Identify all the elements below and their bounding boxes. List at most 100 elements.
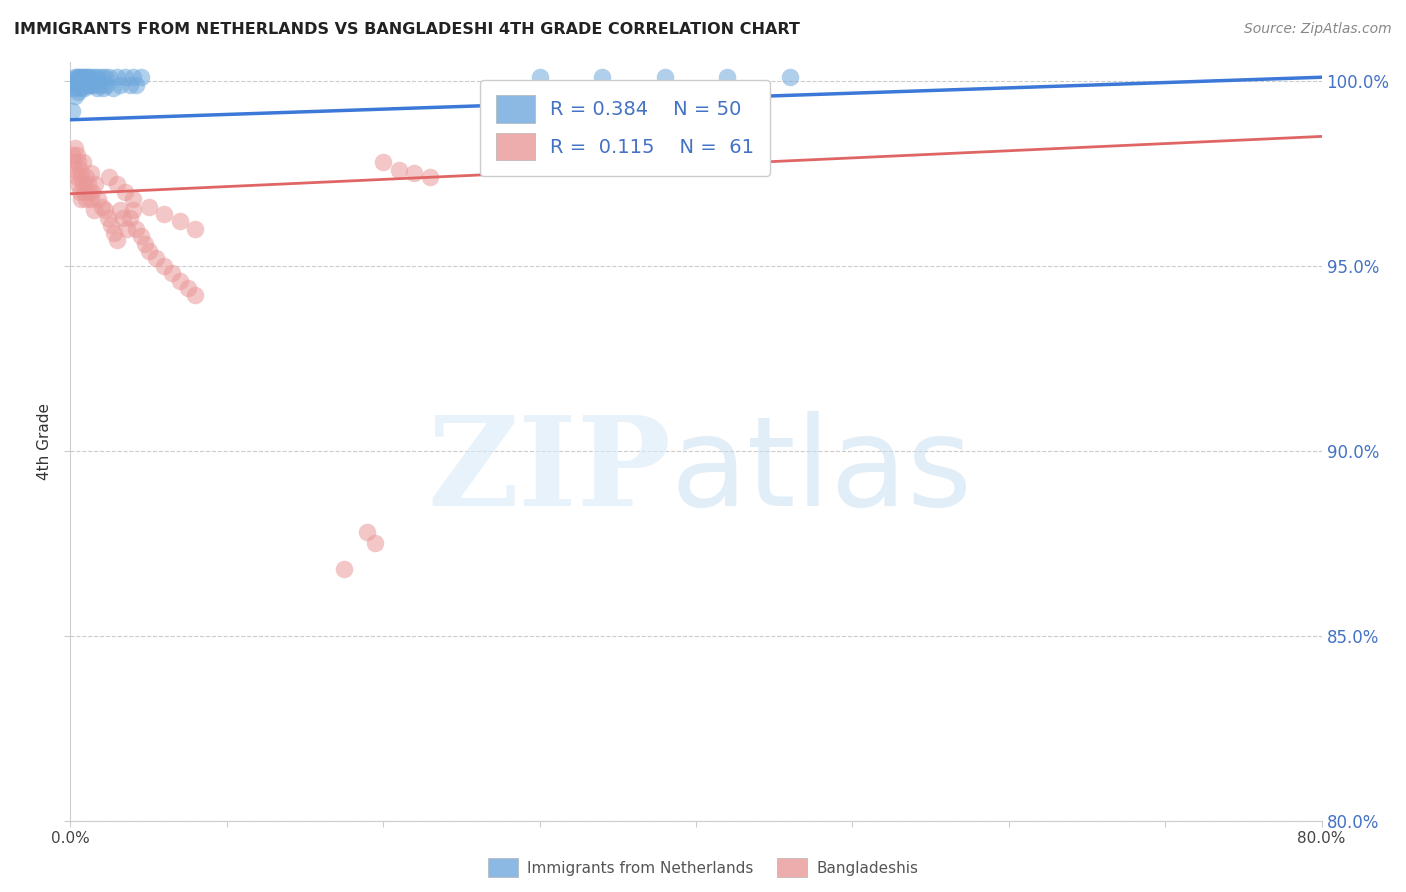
Point — [77, 70, 100, 85]
Point — [118, 78, 141, 92]
Point — [100, 218, 122, 232]
Point — [86, 81, 108, 95]
Legend: R = 0.384    N = 50, R =  0.115    N =  61: R = 0.384 N = 50, R = 0.115 N = 61 — [481, 79, 770, 176]
Point — [591, 70, 613, 85]
Point — [160, 266, 183, 280]
Point — [62, 155, 84, 169]
Point — [125, 222, 148, 236]
Point — [72, 70, 94, 85]
Point — [121, 203, 145, 218]
Point — [73, 81, 96, 95]
Point — [121, 70, 145, 85]
Point — [169, 214, 191, 228]
Point — [83, 203, 105, 218]
Point — [65, 170, 87, 185]
Point — [63, 140, 86, 154]
Text: ZIP: ZIP — [427, 411, 671, 533]
Point — [84, 70, 107, 85]
Point — [371, 155, 394, 169]
Point — [79, 166, 101, 180]
Point — [153, 259, 176, 273]
Point — [529, 70, 551, 85]
Point — [76, 78, 98, 92]
Point — [404, 166, 426, 180]
Point — [114, 70, 136, 85]
Point — [65, 70, 87, 85]
Point — [145, 252, 167, 266]
Point — [169, 274, 191, 288]
Point — [75, 170, 97, 185]
Point — [96, 78, 118, 92]
Point — [101, 81, 124, 95]
Point — [69, 185, 91, 199]
Point — [115, 222, 138, 236]
Point — [70, 81, 93, 95]
Point — [87, 70, 110, 85]
Point — [69, 70, 91, 85]
Point — [60, 148, 83, 162]
Point — [779, 70, 801, 85]
Point — [62, 74, 84, 88]
Point — [75, 192, 97, 206]
Point — [103, 226, 125, 240]
Point — [79, 78, 101, 92]
Point — [70, 70, 93, 85]
Point — [134, 236, 156, 251]
Point — [77, 78, 100, 92]
Point — [82, 70, 104, 85]
Point — [73, 185, 96, 199]
Point — [98, 170, 121, 185]
Point — [72, 78, 94, 92]
Point — [118, 211, 141, 225]
Point — [67, 74, 90, 88]
Point — [97, 211, 120, 225]
Point — [716, 70, 738, 85]
Point — [63, 78, 86, 92]
Point — [77, 185, 100, 199]
Point — [110, 203, 132, 218]
Point — [63, 70, 86, 85]
Point — [75, 70, 97, 85]
Point — [65, 148, 87, 162]
Point — [62, 81, 84, 95]
Point — [70, 192, 93, 206]
Point — [364, 536, 387, 550]
Point — [67, 85, 90, 99]
Point — [105, 233, 128, 247]
Point — [63, 162, 86, 177]
Point — [98, 70, 121, 85]
Point — [112, 211, 135, 225]
Point — [90, 200, 112, 214]
Point — [87, 192, 110, 206]
Point — [129, 70, 152, 85]
Point — [67, 155, 90, 169]
Legend: Immigrants from Netherlands, Bangladeshis: Immigrants from Netherlands, Bangladeshi… — [481, 852, 925, 883]
Point — [176, 281, 198, 295]
Point — [121, 192, 145, 206]
Point — [67, 178, 90, 192]
Point — [72, 178, 94, 192]
Point — [76, 178, 98, 192]
Point — [63, 88, 86, 103]
Point — [93, 70, 115, 85]
Point — [333, 562, 356, 576]
Point — [75, 78, 97, 92]
Point — [93, 203, 115, 218]
Point — [138, 244, 160, 258]
Point — [79, 192, 101, 206]
Point — [89, 78, 111, 92]
Point — [82, 185, 104, 199]
Text: atlas: atlas — [671, 411, 973, 533]
Point — [83, 78, 105, 92]
Point — [90, 70, 112, 85]
Point — [125, 78, 148, 92]
Point — [184, 222, 207, 236]
Point — [114, 185, 136, 199]
Point — [65, 81, 87, 95]
Point — [69, 162, 91, 177]
Point — [105, 70, 128, 85]
Point — [129, 229, 152, 244]
Point — [388, 162, 411, 177]
Y-axis label: 4th Grade: 4th Grade — [37, 403, 52, 480]
Point — [91, 81, 114, 95]
